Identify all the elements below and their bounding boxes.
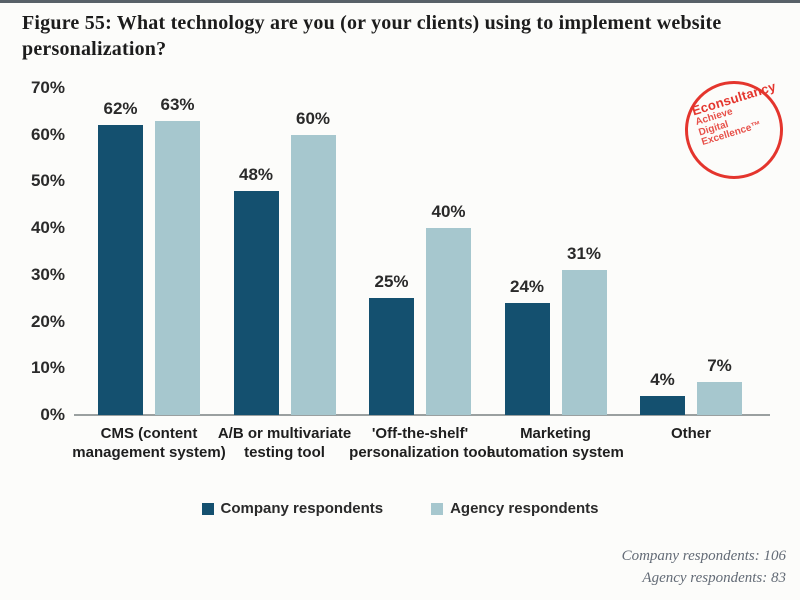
bar-agency xyxy=(561,270,607,415)
company-respondents-count: Company respondents: 106 xyxy=(621,548,786,564)
bar-value-label: 24% xyxy=(509,277,545,296)
figure-title: Figure 55: What technology are you (or y… xyxy=(22,12,722,60)
bar-company xyxy=(369,298,414,415)
bar-company xyxy=(233,191,279,415)
bar-company xyxy=(504,303,550,415)
legend-item-company: Company respondents xyxy=(201,500,384,517)
respondent-counts-note: Company respondents: 106 Agency responde… xyxy=(622,545,786,589)
category-label: A/B or multivariate testing tool xyxy=(217,425,352,461)
econsultancy-logo-stamp-icon: Econsultancy Achieve Digital Excellence™ xyxy=(685,79,786,179)
legend-item-agency: Agency respondents xyxy=(431,500,598,517)
y-axis-tick-label: 60% xyxy=(30,124,65,144)
agency-series-swatch-icon xyxy=(431,502,444,515)
category-label: Other xyxy=(670,425,711,442)
bar-company xyxy=(640,396,685,415)
legend-label-agency: Agency respondents xyxy=(450,500,599,517)
agency-respondents-count: Agency respondents: 83 xyxy=(642,570,786,586)
category-label: Marketing automation system xyxy=(487,425,624,461)
y-axis-tick-label: 0% xyxy=(40,405,65,424)
bar-value-label: 4% xyxy=(650,370,675,389)
bar-value-label: 31% xyxy=(566,244,602,263)
bar-value-label: 25% xyxy=(374,272,409,291)
bar-value-label: 40% xyxy=(431,202,466,221)
y-axis-tick-label: 30% xyxy=(30,264,65,284)
y-axis-tick-label: 40% xyxy=(30,218,65,238)
y-axis-tick-label: 20% xyxy=(30,311,65,331)
bar-agency xyxy=(697,382,742,415)
x-axis-line xyxy=(74,414,770,416)
bar-value-label: 48% xyxy=(238,165,274,184)
y-axis-tick-label: 50% xyxy=(30,171,65,191)
y-axis-tick-label: 70% xyxy=(30,78,65,97)
bar-agency xyxy=(155,121,200,415)
bar-agency xyxy=(290,135,336,415)
bar-value-label: 7% xyxy=(707,356,732,375)
company-series-swatch-icon xyxy=(201,502,214,515)
category-label: 'Off-the-shelf' personalization tool xyxy=(349,425,491,461)
bar-agency xyxy=(426,228,471,415)
logo-text-block: Econsultancy Achieve Digital Excellence™ xyxy=(690,79,786,149)
bar-value-label: 62% xyxy=(103,99,138,118)
page-top-border xyxy=(0,0,800,3)
category-label: CMS (content management system) xyxy=(72,425,226,461)
bar-value-label: 63% xyxy=(160,95,195,114)
chart-legend: Company respondents Agency respondents xyxy=(0,500,800,517)
legend-label-company: Company respondents xyxy=(220,500,384,517)
bar-company xyxy=(98,125,143,415)
y-axis-tick-label: 10% xyxy=(30,358,65,378)
bar-value-label: 60% xyxy=(295,109,331,128)
